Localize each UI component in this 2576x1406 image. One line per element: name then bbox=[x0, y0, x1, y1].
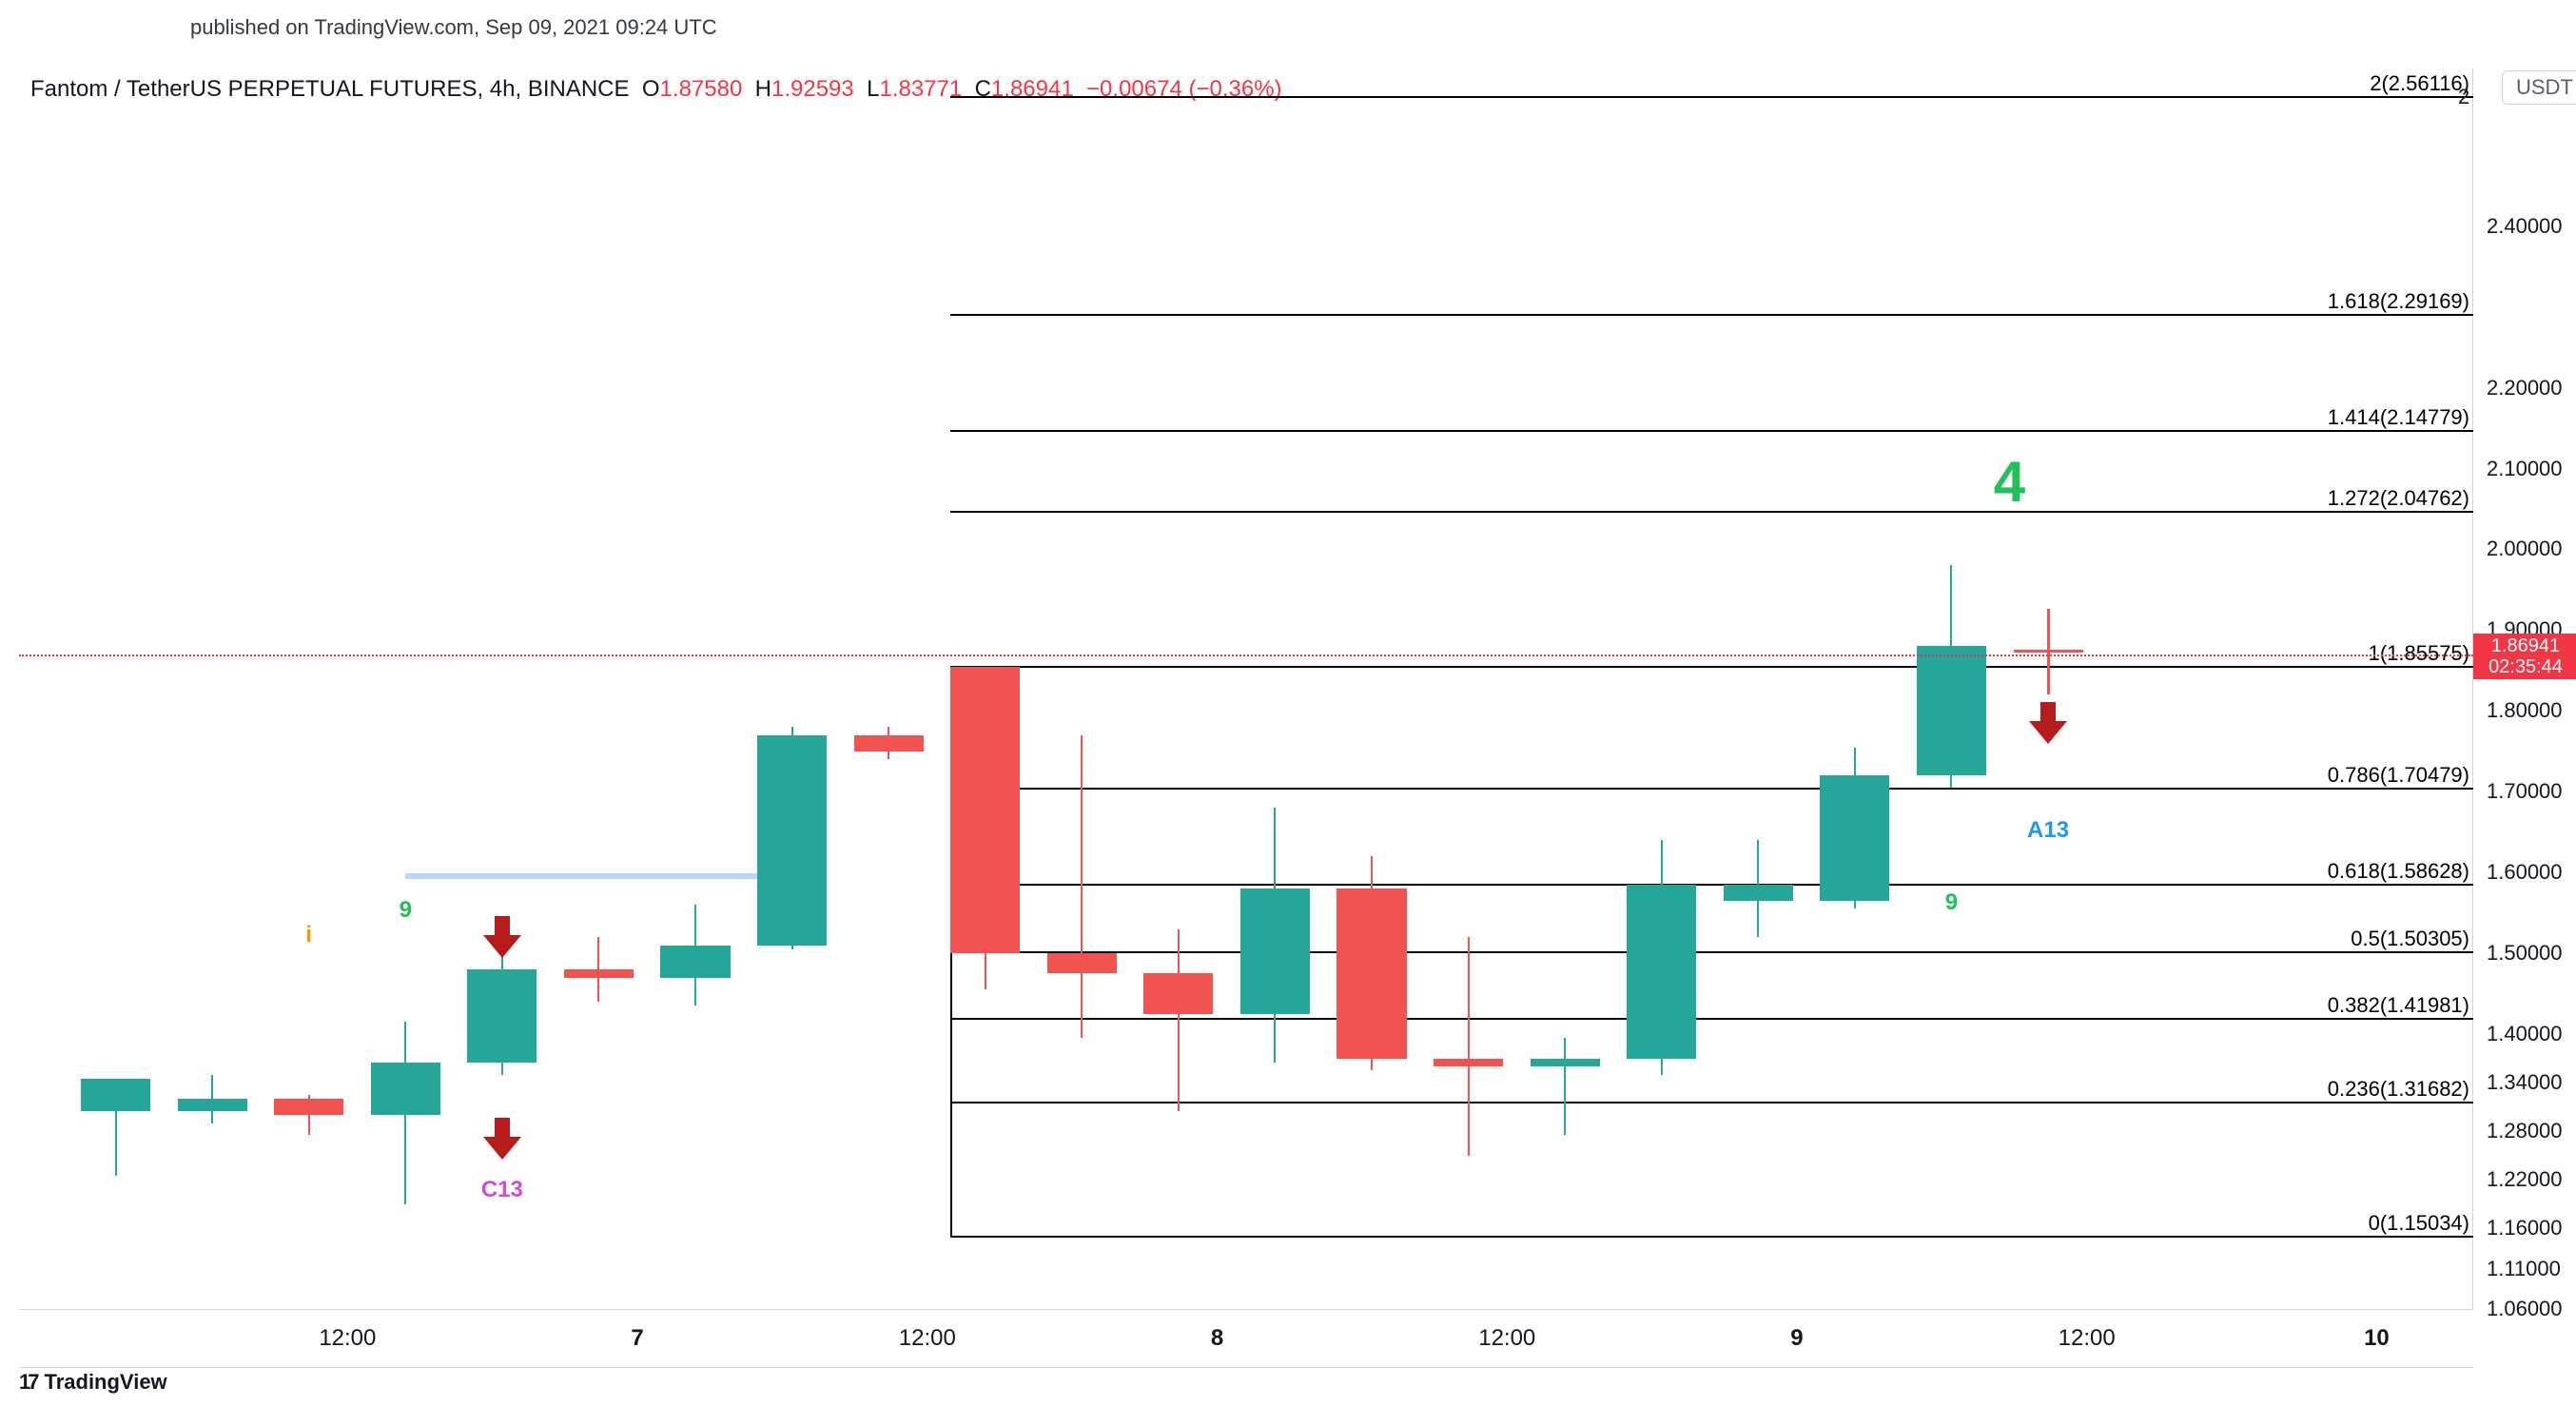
y-axis-label: 2 bbox=[2458, 85, 2469, 109]
y-axis-label: 1.28000 bbox=[2487, 1119, 2563, 1143]
y-axis-label: 2.00000 bbox=[2487, 537, 2563, 561]
candle-body bbox=[274, 1099, 343, 1115]
candle-wick bbox=[1468, 937, 1470, 1155]
fib-line bbox=[950, 1236, 2473, 1238]
x-axis-label: 7 bbox=[631, 1325, 643, 1352]
y-axis-label: 1.16000 bbox=[2487, 1216, 2563, 1240]
x-axis-label: 8 bbox=[1211, 1325, 1223, 1352]
candle-body bbox=[1531, 1059, 1600, 1066]
root: published on TradingView.com, Sep 09, 20… bbox=[0, 0, 2576, 1406]
x-axis-label: 12:00 bbox=[319, 1325, 376, 1352]
tv-logo-text: TradingView bbox=[44, 1370, 166, 1395]
candle-body bbox=[1917, 646, 1986, 775]
blue-hline bbox=[405, 873, 791, 879]
x-axis-label: 12:00 bbox=[899, 1325, 956, 1352]
x-axis-label: 9 bbox=[1790, 1325, 1803, 1352]
x-axis-label: 12:00 bbox=[2059, 1325, 2116, 1352]
fib-line bbox=[950, 788, 2473, 790]
candle-body bbox=[660, 946, 730, 978]
candle-body bbox=[2014, 650, 2083, 653]
y-axis-label: 1.34000 bbox=[2487, 1070, 2563, 1095]
chart-annotation: 9 bbox=[400, 897, 412, 924]
fib-label: 1.272(2.04762) bbox=[19, 486, 2469, 511]
y-axis-label: 1.22000 bbox=[2487, 1167, 2563, 1192]
fib-line bbox=[950, 884, 2473, 886]
fib-label: 1(1.85575) bbox=[19, 641, 2469, 666]
candle-wick bbox=[1178, 929, 1180, 1111]
candle-body bbox=[1240, 889, 1310, 1014]
y-axis-label: 2.20000 bbox=[2487, 376, 2563, 400]
fib-label: 0(1.15034) bbox=[19, 1211, 2469, 1236]
x-axis-label: 12:00 bbox=[1478, 1325, 1535, 1352]
y-axis-label: 1.80000 bbox=[2487, 698, 2563, 723]
x-axis-label: 10 bbox=[2364, 1325, 2390, 1352]
chart-annotation: 4 bbox=[1994, 449, 2025, 515]
fib-label: 0.618(1.58628) bbox=[19, 859, 2469, 884]
x-axis[interactable]: 12:00 7 12:00 8 12:00 9 12:00 10 bbox=[19, 1309, 2473, 1368]
fib-line bbox=[950, 314, 2473, 316]
arrow-down-icon bbox=[483, 916, 521, 958]
tv-logo: 17 TradingView bbox=[19, 1370, 167, 1395]
candle-wick bbox=[1081, 735, 1083, 1039]
y-axis-label: 2.40000 bbox=[2487, 214, 2563, 239]
y-axis-label: 2.10000 bbox=[2487, 457, 2563, 481]
chart-annotation: 9 bbox=[1945, 889, 1958, 916]
y-axis-label: 1.40000 bbox=[2487, 1022, 2563, 1046]
candle-body bbox=[1337, 889, 1406, 1058]
fib-label: 0.786(1.70479) bbox=[19, 763, 2469, 788]
candle-body bbox=[81, 1079, 150, 1111]
candle-body bbox=[1627, 885, 1696, 1059]
candle-body bbox=[467, 969, 537, 1063]
candle-body bbox=[564, 969, 634, 977]
candle-body bbox=[371, 1063, 440, 1115]
fib-line bbox=[950, 430, 2473, 432]
candle-body bbox=[178, 1099, 247, 1111]
chart-annotation: C13 bbox=[481, 1177, 523, 1203]
candle-body bbox=[757, 735, 827, 946]
candle-body bbox=[1820, 775, 1889, 901]
fib-label: 2(2.56116) bbox=[19, 71, 2469, 96]
candle-body bbox=[1143, 973, 1213, 1013]
candle-body bbox=[1724, 885, 1793, 901]
fib-label: 1.618(2.29169) bbox=[19, 289, 2469, 314]
candle-body bbox=[950, 667, 1020, 954]
published-on: published on TradingView.com, Sep 09, 20… bbox=[190, 15, 717, 40]
candle-body bbox=[1047, 953, 1117, 973]
y-axis-label: 1.06000 bbox=[2487, 1297, 2563, 1321]
candle-body bbox=[854, 735, 924, 752]
y-axis-label: 1.60000 bbox=[2487, 860, 2563, 885]
fib-line bbox=[950, 666, 2473, 668]
arrow-down-icon bbox=[2029, 702, 2067, 744]
y-axis[interactable]: 2.400002.200002.100002.000001.900001.800… bbox=[2475, 68, 2570, 1309]
y-axis-label: 1.11000 bbox=[2487, 1257, 2561, 1281]
chart-annotation: i bbox=[305, 922, 312, 948]
price-flag: 1.8694102:35:44 bbox=[2473, 634, 2576, 679]
fib-line bbox=[950, 511, 2473, 513]
fib-line bbox=[950, 96, 2473, 98]
price-line bbox=[19, 654, 2473, 656]
y-axis-label: 1.50000 bbox=[2487, 941, 2563, 966]
candle-body bbox=[1434, 1059, 1503, 1066]
arrow-down-icon bbox=[483, 1118, 521, 1160]
tv-logo-icon: 17 bbox=[19, 1370, 36, 1395]
candle-wick bbox=[1564, 1038, 1566, 1135]
chart-annotation: A13 bbox=[2027, 817, 2069, 844]
fib-label: 1.414(2.14779) bbox=[19, 405, 2469, 430]
chart-area[interactable]: 0(1.15034)0.236(1.31682)0.382(1.41981)0.… bbox=[19, 68, 2473, 1309]
y-axis-label: 1.70000 bbox=[2487, 779, 2563, 804]
